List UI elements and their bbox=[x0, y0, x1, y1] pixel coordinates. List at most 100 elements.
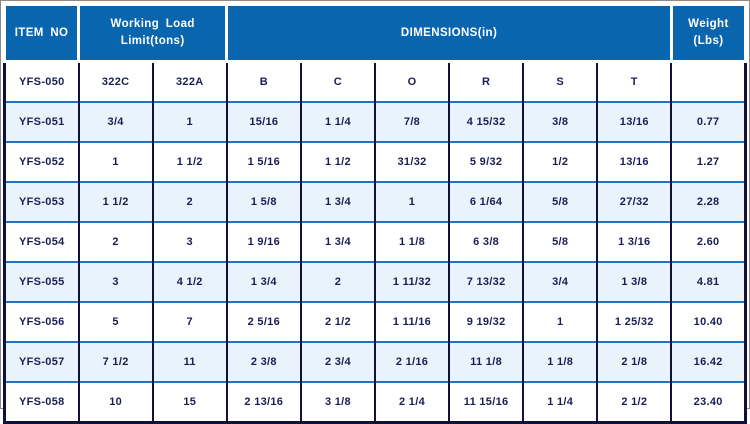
value-cell: 1 1/8 bbox=[522, 341, 598, 382]
weight-cell: 0.77 bbox=[670, 101, 748, 142]
value-cell: 9 19/32 bbox=[448, 301, 524, 342]
value-cell: 2 1/2 bbox=[596, 381, 672, 424]
value-cell: 11 1/8 bbox=[448, 341, 524, 382]
value-cell: 3 1/8 bbox=[299, 381, 375, 424]
value-cell: 1 3/4 bbox=[299, 181, 375, 222]
value-cell: 1 3/16 bbox=[596, 221, 672, 262]
weight-cell: 2.60 bbox=[670, 221, 748, 262]
value-cell: 4 1/2 bbox=[151, 261, 227, 302]
value-cell: 15/16 bbox=[225, 101, 301, 142]
weight-cell: 23.40 bbox=[670, 381, 748, 424]
value-cell: 1 1/4 bbox=[299, 101, 375, 142]
column-label-t: T bbox=[596, 61, 672, 102]
table-row: YFS-054 2 3 1 9/16 1 3/4 1 1/8 6 3/8 5/8… bbox=[2, 221, 748, 262]
column-label-b: B bbox=[225, 61, 301, 102]
value-cell: 5 9/32 bbox=[448, 141, 524, 182]
weight-cell: 2.28 bbox=[670, 181, 748, 222]
value-cell: 1 9/16 bbox=[225, 221, 301, 262]
value-cell: 7 13/32 bbox=[448, 261, 524, 302]
value-cell: 1 1/2 bbox=[77, 181, 153, 222]
value-cell: 5/8 bbox=[522, 181, 598, 222]
value-cell: 1 bbox=[151, 101, 227, 142]
value-cell: 1 25/32 bbox=[596, 301, 672, 342]
value-cell: 4 15/32 bbox=[448, 101, 524, 142]
working-load-line1: Working Load bbox=[110, 18, 195, 31]
column-label-322c: 322C bbox=[77, 61, 153, 102]
value-cell: 1 3/4 bbox=[225, 261, 301, 302]
item-no-cell: YFS-050 bbox=[2, 61, 79, 102]
column-label-weight-empty bbox=[670, 61, 748, 102]
table-row: YFS-058 10 15 2 13/16 3 1/8 2 1/4 11 15/… bbox=[2, 381, 748, 424]
value-cell: 2 13/16 bbox=[225, 381, 301, 424]
weight-line2: (Lbs) bbox=[693, 35, 724, 47]
item-no-cell: YFS-051 bbox=[2, 101, 79, 142]
weight-cell: 1.27 bbox=[670, 141, 748, 182]
value-cell: 1 5/16 bbox=[225, 141, 301, 182]
value-cell: 15 bbox=[151, 381, 227, 424]
value-cell: 13/16 bbox=[596, 141, 672, 182]
value-cell: 2 1/16 bbox=[373, 341, 450, 382]
header-weight: Weight (Lbs) bbox=[669, 3, 748, 63]
weight-cell: 4.81 bbox=[670, 261, 748, 302]
column-label-r: R bbox=[448, 61, 524, 102]
value-cell: 1 bbox=[77, 141, 153, 182]
table-row: YFS-052 1 1 1/2 1 5/16 1 1/2 31/32 5 9/3… bbox=[2, 141, 748, 182]
value-cell: 1 11/32 bbox=[373, 261, 450, 302]
working-load-line2: Limit(tons) bbox=[120, 35, 185, 47]
value-cell: 1 1/2 bbox=[151, 141, 227, 182]
weight-cell: 16.42 bbox=[670, 341, 748, 382]
header-item-no: ITEM NO bbox=[2, 3, 81, 63]
value-cell: 6 1/64 bbox=[448, 181, 524, 222]
item-no-cell: YFS-057 bbox=[2, 341, 79, 382]
weight-cell: 10.40 bbox=[670, 301, 748, 342]
value-cell: 1 bbox=[522, 301, 598, 342]
value-cell: 7 bbox=[151, 301, 227, 342]
value-cell: 1 5/8 bbox=[225, 181, 301, 222]
value-cell: 27/32 bbox=[596, 181, 672, 222]
table-row: YFS-056 5 7 2 5/16 2 1/2 1 11/16 9 19/32… bbox=[2, 301, 748, 342]
value-cell: 1/2 bbox=[522, 141, 598, 182]
column-label-c: C bbox=[299, 61, 375, 102]
table-row: YFS-053 1 1/2 2 1 5/8 1 3/4 1 6 1/64 5/8… bbox=[2, 181, 748, 222]
value-cell: 2 5/16 bbox=[225, 301, 301, 342]
value-cell: 5/8 bbox=[522, 221, 598, 262]
value-cell: 1 1/4 bbox=[522, 381, 598, 424]
item-no-cell: YFS-054 bbox=[2, 221, 79, 262]
value-cell: 11 bbox=[151, 341, 227, 382]
value-cell: 11 15/16 bbox=[448, 381, 524, 424]
value-cell: 1 1/8 bbox=[373, 221, 450, 262]
value-cell: 3/4 bbox=[522, 261, 598, 302]
value-cell: 2 bbox=[299, 261, 375, 302]
item-no-cell: YFS-055 bbox=[2, 261, 79, 302]
subheader-row: YFS-050 322C 322A B C O R S T bbox=[2, 61, 748, 102]
weight-line1: Weight bbox=[688, 18, 729, 31]
value-cell: 1 3/4 bbox=[299, 221, 375, 262]
value-cell: 2 bbox=[151, 181, 227, 222]
value-cell: 2 1/8 bbox=[596, 341, 672, 382]
value-cell: 10 bbox=[77, 381, 153, 424]
value-cell: 2 bbox=[77, 221, 153, 262]
value-cell: 1 11/16 bbox=[373, 301, 450, 342]
value-cell: 6 3/8 bbox=[448, 221, 524, 262]
value-cell: 2 1/2 bbox=[299, 301, 375, 342]
value-cell: 3/8 bbox=[522, 101, 598, 142]
value-cell: 3 bbox=[151, 221, 227, 262]
value-cell: 2 1/4 bbox=[373, 381, 450, 424]
value-cell: 3 bbox=[77, 261, 153, 302]
value-cell: 31/32 bbox=[373, 141, 450, 182]
table-row: YFS-055 3 4 1/2 1 3/4 2 1 11/32 7 13/32 … bbox=[2, 261, 748, 302]
value-cell: 7 1/2 bbox=[77, 341, 153, 382]
item-no-cell: YFS-058 bbox=[2, 381, 79, 424]
column-label-o: O bbox=[373, 61, 450, 102]
value-cell: 7/8 bbox=[373, 101, 450, 142]
column-label-322a: 322A bbox=[151, 61, 227, 102]
item-no-cell: YFS-053 bbox=[2, 181, 79, 222]
value-cell: 1 1/2 bbox=[299, 141, 375, 182]
value-cell: 1 3/8 bbox=[596, 261, 672, 302]
table-row: YFS-051 3/4 1 15/16 1 1/4 7/8 4 15/32 3/… bbox=[2, 101, 748, 142]
item-no-cell: YFS-052 bbox=[2, 141, 79, 182]
spec-table: ITEM NO Working Load Limit(tons) DIMENSI… bbox=[2, 3, 748, 424]
value-cell: 3/4 bbox=[77, 101, 153, 142]
header-working-load-limit: Working Load Limit(tons) bbox=[77, 3, 229, 63]
